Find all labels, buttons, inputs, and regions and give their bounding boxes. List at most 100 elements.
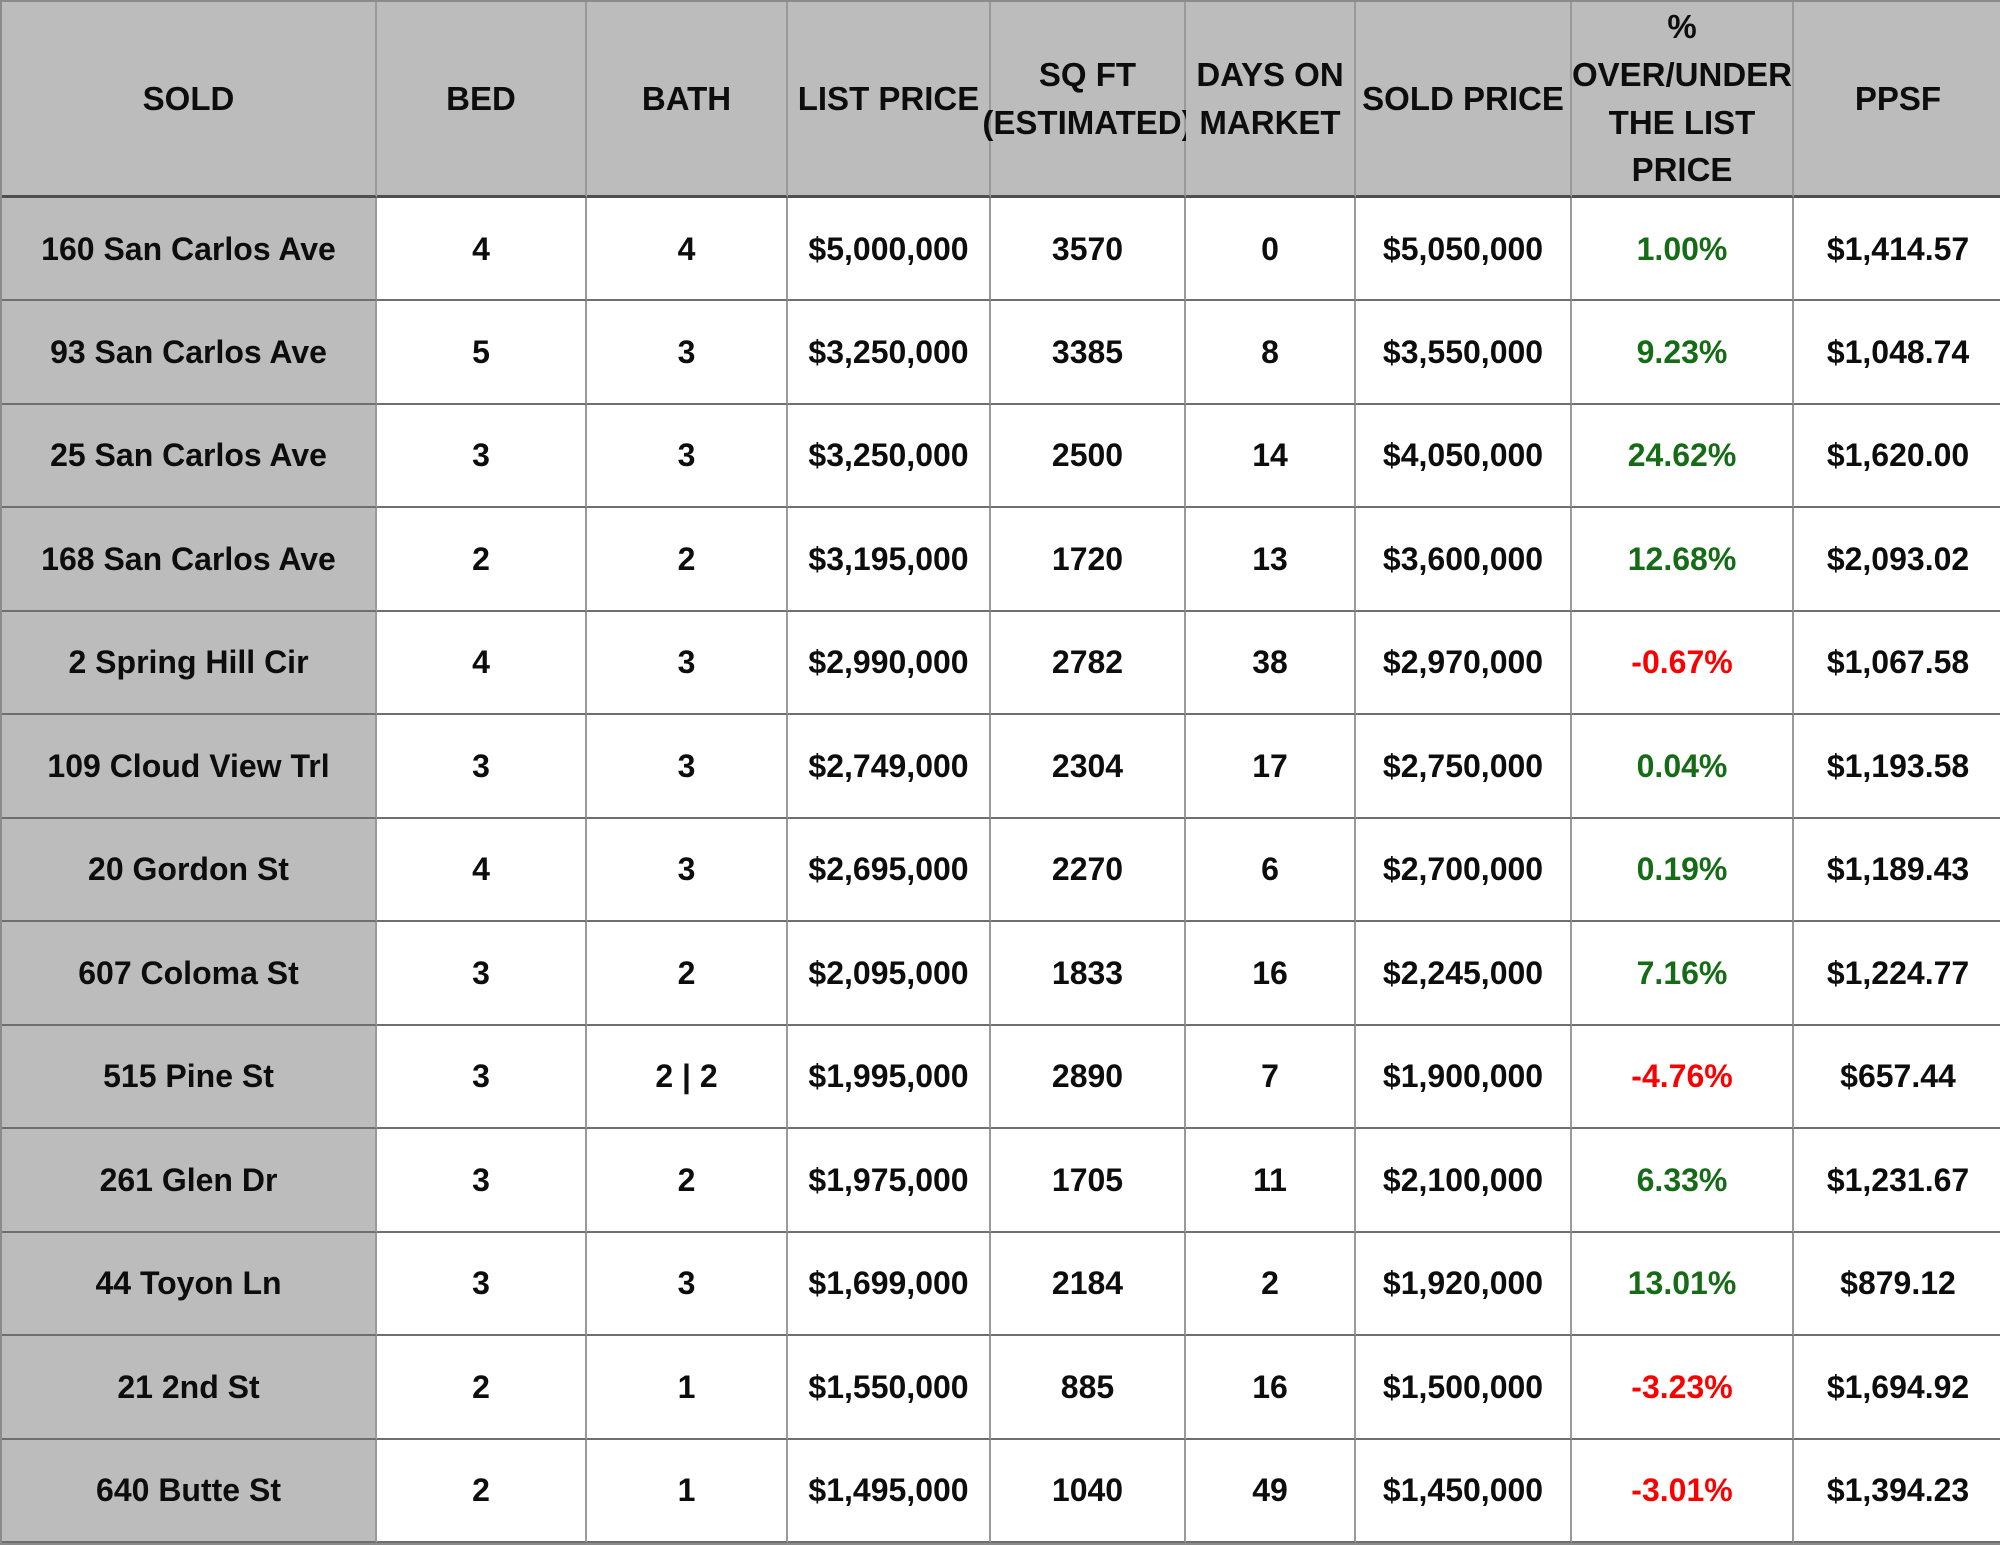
cell-list_price: $2,990,000	[788, 611, 991, 716]
column-header-label: SOLD PRICE	[1362, 79, 1564, 117]
cell-ppsf: $1,231.67	[1794, 1129, 2000, 1233]
cell-bath: 3	[587, 818, 788, 923]
cell-dom: 0	[1186, 198, 1356, 302]
column-header-label: DAYS ON	[1196, 55, 1344, 93]
cell-bed: 2	[377, 508, 587, 612]
cell-list_price: $1,975,000	[788, 1129, 991, 1233]
cell-address: 25 San Carlos Ave	[2, 404, 377, 509]
cell-sold_price: $1,920,000	[1356, 1232, 1572, 1337]
column-header-label: BED	[446, 79, 516, 117]
column-header-label: (ESTIMATED)	[982, 103, 1193, 141]
cell-address: 168 San Carlos Ave	[2, 508, 377, 612]
cell-sqft: 2304	[991, 715, 1186, 819]
column-header-label: SQ FT	[1038, 55, 1137, 93]
cell-bath: 1	[587, 1336, 788, 1440]
cell-sold_price: $4,050,000	[1356, 404, 1572, 509]
cell-sqft: 885	[991, 1336, 1186, 1440]
cell-sqft: 2890	[991, 1025, 1186, 1130]
cell-pct: 7.16%	[1572, 922, 1794, 1026]
cell-sqft: 1833	[991, 922, 1186, 1026]
cell-sold_price: $2,100,000	[1356, 1129, 1572, 1233]
cell-bed: 4	[377, 818, 587, 923]
cell-list_price: $1,995,000	[788, 1025, 991, 1130]
cell-ppsf: $657.44	[1794, 1025, 2000, 1130]
cell-address: 607 Coloma St	[2, 922, 377, 1026]
column-header-label: MARKET	[1199, 103, 1341, 141]
cell-dom: 8	[1186, 301, 1356, 405]
cell-pct: 24.62%	[1572, 404, 1794, 509]
cell-bath: 2	[587, 1129, 788, 1233]
cell-sqft: 2184	[991, 1232, 1186, 1337]
cell-pct: -3.23%	[1572, 1336, 1794, 1440]
cell-address: 640 Butte St	[2, 1439, 377, 1543]
cell-dom: 17	[1186, 715, 1356, 819]
cell-pct: 13.01%	[1572, 1232, 1794, 1337]
column-header-list_price: LIST PRICE	[788, 2, 991, 198]
cell-bath: 2	[587, 922, 788, 1026]
cell-sqft: 2270	[991, 818, 1186, 923]
cell-bed: 4	[377, 198, 587, 302]
cell-list_price: $3,195,000	[788, 508, 991, 612]
cell-ppsf: $1,189.43	[1794, 818, 2000, 923]
cell-bed: 5	[377, 301, 587, 405]
cell-dom: 16	[1186, 1336, 1356, 1440]
cell-pct: 0.04%	[1572, 715, 1794, 819]
cell-pct: 0.19%	[1572, 818, 1794, 923]
cell-address: 93 San Carlos Ave	[2, 301, 377, 405]
cell-bath: 4	[587, 198, 788, 302]
cell-bed: 4	[377, 611, 587, 716]
column-header-label: PPSF	[1854, 79, 1942, 117]
cell-dom: 11	[1186, 1129, 1356, 1233]
cell-sold_price: $1,450,000	[1356, 1439, 1572, 1543]
cell-dom: 6	[1186, 818, 1356, 923]
cell-dom: 7	[1186, 1025, 1356, 1130]
cell-pct: 1.00%	[1572, 198, 1794, 302]
cell-sqft: 3570	[991, 198, 1186, 302]
cell-address: 44 Toyon Ln	[2, 1232, 377, 1337]
cell-ppsf: $1,694.92	[1794, 1336, 2000, 1440]
column-header-label: LIST PRICE	[797, 79, 980, 117]
column-header-label: THE LIST	[1608, 103, 1756, 141]
cell-ppsf: $1,193.58	[1794, 715, 2000, 819]
cell-sold_price: $2,970,000	[1356, 611, 1572, 716]
cell-address: 21 2nd St	[2, 1336, 377, 1440]
cell-sqft: 1720	[991, 508, 1186, 612]
cell-bed: 3	[377, 404, 587, 509]
cell-sqft: 3385	[991, 301, 1186, 405]
cell-sqft: 2500	[991, 404, 1186, 509]
cell-sold_price: $2,245,000	[1356, 922, 1572, 1026]
cell-address: 515 Pine St	[2, 1025, 377, 1130]
cell-ppsf: $1,067.58	[1794, 611, 2000, 716]
column-header-label: PRICE	[1631, 151, 1733, 189]
cell-bath: 1	[587, 1439, 788, 1543]
cell-pct: -3.01%	[1572, 1439, 1794, 1543]
column-header-label: BATH	[641, 79, 732, 117]
cell-bath: 3	[587, 404, 788, 509]
cell-sold_price: $1,500,000	[1356, 1336, 1572, 1440]
column-header-label: OVER/UNDER	[1571, 55, 1793, 93]
cell-dom: 14	[1186, 404, 1356, 509]
cell-list_price: $1,495,000	[788, 1439, 991, 1543]
cell-list_price: $1,699,000	[788, 1232, 991, 1337]
cell-sold_price: $2,700,000	[1356, 818, 1572, 923]
cell-sqft: 1705	[991, 1129, 1186, 1233]
cell-pct: 9.23%	[1572, 301, 1794, 405]
cell-ppsf: $1,224.77	[1794, 922, 2000, 1026]
cell-bed: 2	[377, 1336, 587, 1440]
cell-address: 261 Glen Dr	[2, 1129, 377, 1233]
cell-list_price: $3,250,000	[788, 301, 991, 405]
cell-bath: 2	[587, 508, 788, 612]
cell-list_price: $2,695,000	[788, 818, 991, 923]
column-header-bath: BATH	[587, 2, 788, 198]
cell-ppsf: $1,620.00	[1794, 404, 2000, 509]
column-header-dom: DAYS ON MARKET	[1186, 2, 1356, 198]
cell-pct: -4.76%	[1572, 1025, 1794, 1130]
cell-ppsf: $1,048.74	[1794, 301, 2000, 405]
cell-bed: 3	[377, 1025, 587, 1130]
cell-bed: 2	[377, 1439, 587, 1543]
cell-sold_price: $3,600,000	[1356, 508, 1572, 612]
column-header-bed: BED	[377, 2, 587, 198]
column-header-ppsf: PPSF	[1794, 2, 2000, 198]
